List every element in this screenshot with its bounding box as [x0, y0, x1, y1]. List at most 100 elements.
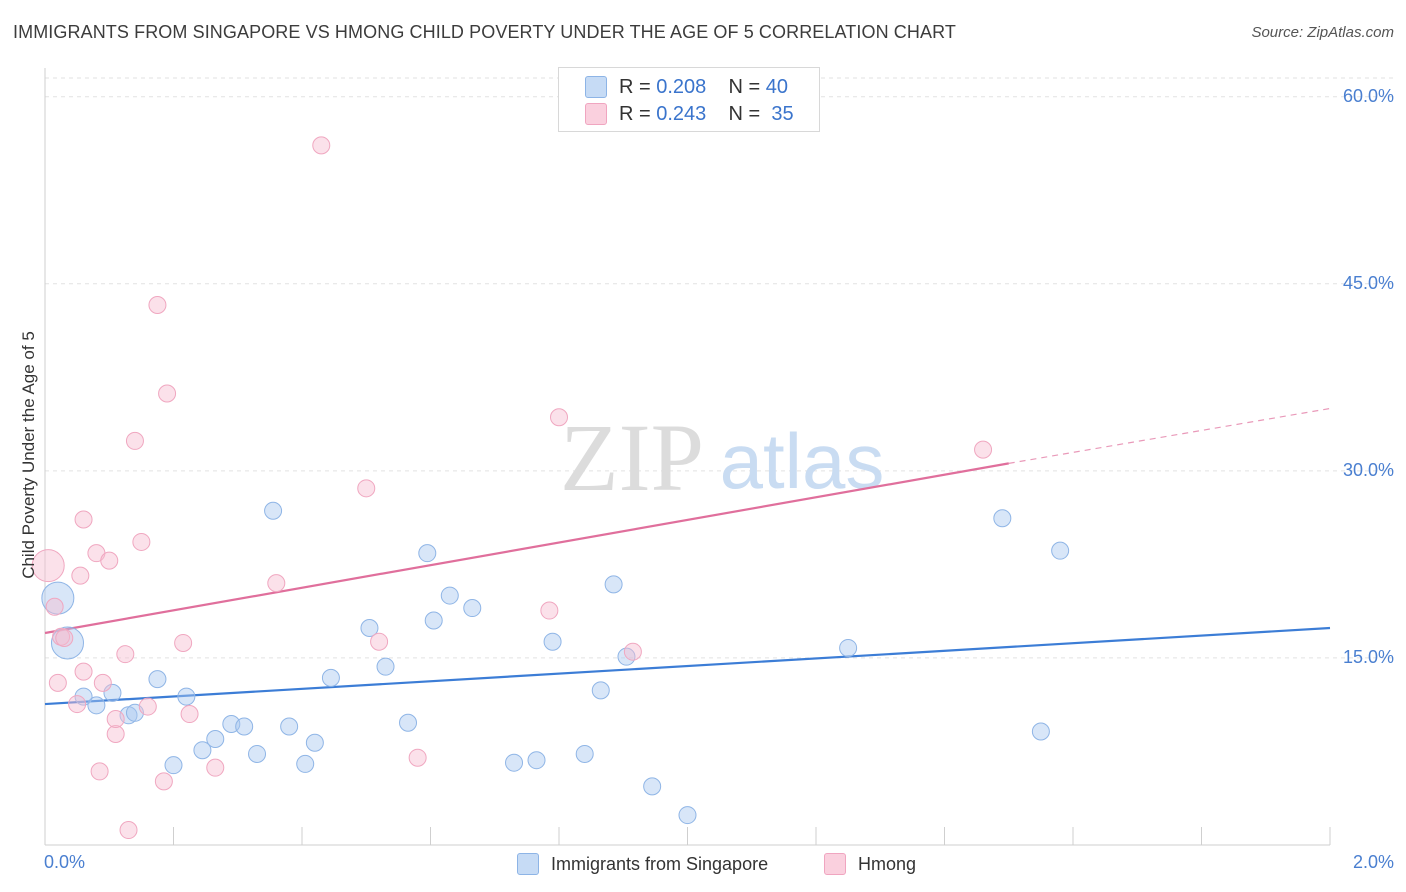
point-hmong: [148, 295, 167, 314]
point-hmong: [370, 632, 389, 651]
data-points: [31, 136, 1070, 840]
point-singapore: [235, 717, 254, 736]
point-hmong: [90, 762, 109, 781]
point-singapore: [148, 670, 167, 689]
legend-row-hmong: R = 0.243 N = 35: [585, 102, 794, 126]
point-hmong: [174, 633, 193, 652]
point-singapore: [305, 733, 324, 752]
bottom-legend-singapore: Immigrants from Singapore: [517, 852, 768, 876]
bottom-legend-label: Immigrants from Singapore: [551, 853, 769, 874]
point-hmong: [158, 384, 177, 403]
point-hmong: [267, 574, 286, 593]
point-singapore: [993, 509, 1012, 528]
point-singapore: [248, 744, 267, 763]
point-hmong: [100, 551, 119, 570]
point-hmong: [31, 549, 65, 583]
point-hmong: [206, 758, 225, 777]
legend-r-value: 0.208: [656, 75, 707, 98]
point-singapore: [193, 741, 212, 760]
legend-n-label: N =: [728, 75, 761, 98]
point-hmong: [408, 748, 427, 767]
point-hmong: [74, 662, 93, 681]
point-singapore: [505, 753, 524, 772]
legend-swatch-singapore: [585, 76, 607, 98]
point-singapore: [1031, 722, 1050, 741]
point-singapore: [164, 756, 183, 775]
point-hmong: [974, 440, 993, 459]
bottom-legend-swatch-singapore: [517, 853, 539, 875]
point-singapore: [41, 581, 75, 615]
point-hmong: [48, 673, 67, 692]
point-singapore: [839, 638, 858, 657]
legend-r-label: R =: [619, 75, 651, 98]
point-singapore: [575, 744, 594, 763]
legend-n-value: 40: [765, 75, 789, 98]
legend-swatch-hmong: [585, 103, 607, 125]
point-singapore: [74, 687, 93, 706]
point-singapore: [376, 657, 395, 676]
trend-line-hmong: [44, 462, 1009, 635]
point-hmong: [550, 408, 568, 427]
y-axis-label: Child Poverty Under the Age of 5: [19, 331, 38, 579]
point-hmong: [74, 510, 93, 529]
chart-title: IMMIGRANTS FROM SINGAPORE VS HMONG CHILD…: [13, 22, 956, 42]
point-hmong: [540, 601, 559, 620]
watermark-zip: ZIP: [560, 404, 704, 511]
point-hmong: [106, 710, 125, 729]
point-singapore: [678, 806, 697, 825]
point-singapore: [440, 586, 459, 605]
x-tick-label-max: 2.0%: [1352, 852, 1394, 872]
trend-extension-hmong: [1008, 407, 1331, 464]
y-tick-label: 60.0%: [1342, 85, 1394, 106]
point-hmong: [45, 597, 64, 616]
point-singapore: [418, 544, 437, 563]
point-singapore: [321, 668, 340, 687]
watermark: ZIP atlas: [560, 404, 884, 511]
y-tick-label: 30.0%: [1342, 459, 1394, 480]
point-hmong: [55, 628, 74, 647]
x-tick-label-min: 0.0%: [44, 852, 86, 872]
point-hmong: [68, 695, 87, 714]
point-hmong: [119, 821, 138, 840]
bottom-legend-label: Hmong: [858, 853, 917, 874]
point-singapore: [399, 713, 418, 732]
point-hmong: [180, 705, 199, 724]
point-hmong: [106, 725, 125, 744]
trend-line-singapore: [44, 626, 1331, 706]
point-hmong: [138, 697, 157, 716]
point-singapore: [177, 687, 196, 706]
point-singapore: [1051, 541, 1070, 560]
legend-n-value: 35: [771, 102, 794, 125]
point-hmong: [71, 566, 90, 585]
point-singapore: [604, 575, 623, 594]
bottom-legend-swatch-hmong: [824, 853, 846, 875]
point-hmong: [154, 772, 173, 791]
point-singapore: [527, 751, 546, 770]
point-singapore: [87, 696, 106, 715]
point-hmong: [623, 642, 642, 661]
point-singapore: [360, 618, 379, 637]
point-singapore: [463, 599, 482, 618]
point-singapore: [643, 777, 662, 796]
point-singapore: [103, 683, 122, 702]
watermark-atlas: atlas: [720, 417, 885, 505]
point-singapore: [296, 754, 315, 773]
trend-lines: [44, 407, 1331, 706]
stats-legend: R = 0.208 N = 40 R = 0.243 N = 35: [558, 67, 820, 132]
source-credit: Source: ZipAtlas.com: [1251, 24, 1394, 41]
axes: [44, 68, 1331, 846]
point-singapore: [591, 681, 610, 700]
point-hmong: [312, 136, 331, 155]
legend-row-singapore: R = 0.208 N = 40: [585, 75, 788, 99]
bottom-legend-hmong: Hmong: [824, 852, 916, 876]
legend-r-label: R =: [619, 102, 651, 125]
y-tick-label: 45.0%: [1342, 272, 1394, 293]
point-hmong: [132, 532, 151, 551]
point-hmong: [125, 431, 144, 450]
point-hmong: [93, 673, 112, 692]
point-singapore: [424, 611, 443, 630]
point-singapore: [264, 501, 283, 520]
point-singapore: [280, 717, 299, 736]
legend-n-label: N =: [728, 102, 761, 125]
